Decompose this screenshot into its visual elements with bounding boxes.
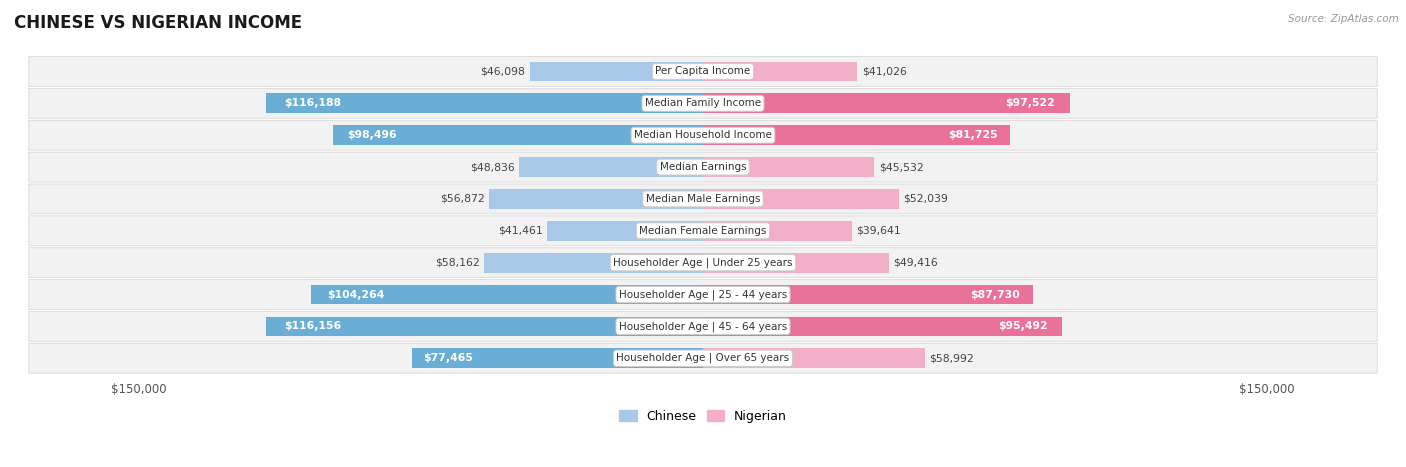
Bar (489, 189, 703, 209)
Bar (266, 317, 703, 336)
Text: Householder Age | 45 - 64 years: Householder Age | 45 - 64 years (619, 321, 787, 332)
Text: Per Capita Income: Per Capita Income (655, 66, 751, 77)
Bar (266, 93, 703, 113)
Text: Median Male Earnings: Median Male Earnings (645, 194, 761, 204)
Bar (703, 62, 858, 81)
FancyBboxPatch shape (28, 216, 1378, 246)
Bar (519, 157, 703, 177)
FancyBboxPatch shape (28, 311, 1378, 341)
Text: $39,641: $39,641 (856, 226, 901, 236)
Text: Median Family Income: Median Family Income (645, 99, 761, 108)
Text: $95,492: $95,492 (998, 321, 1047, 332)
FancyBboxPatch shape (28, 280, 1378, 310)
Bar (547, 221, 703, 241)
Text: $52,039: $52,039 (903, 194, 948, 204)
Text: $104,264: $104,264 (326, 290, 384, 299)
Text: $77,465: $77,465 (423, 353, 474, 363)
Text: Householder Age | Under 25 years: Householder Age | Under 25 years (613, 257, 793, 268)
Text: $41,026: $41,026 (862, 66, 907, 77)
Bar (703, 189, 898, 209)
Text: $81,725: $81,725 (948, 130, 998, 140)
Text: $56,872: $56,872 (440, 194, 485, 204)
Bar (530, 62, 703, 81)
FancyBboxPatch shape (28, 184, 1378, 214)
Bar (703, 285, 1033, 304)
Text: Source: ZipAtlas.com: Source: ZipAtlas.com (1288, 14, 1399, 24)
Text: $98,496: $98,496 (347, 130, 396, 140)
Text: Median Female Earnings: Median Female Earnings (640, 226, 766, 236)
Text: $48,836: $48,836 (470, 162, 515, 172)
FancyBboxPatch shape (28, 152, 1378, 182)
Bar (703, 317, 1062, 336)
FancyBboxPatch shape (28, 343, 1378, 373)
Text: $116,156: $116,156 (284, 321, 340, 332)
Bar (412, 348, 703, 368)
Text: CHINESE VS NIGERIAN INCOME: CHINESE VS NIGERIAN INCOME (14, 14, 302, 32)
Text: $41,461: $41,461 (498, 226, 543, 236)
Bar (703, 221, 852, 241)
Bar (703, 125, 1011, 145)
FancyBboxPatch shape (28, 120, 1378, 150)
Legend: Chinese, Nigerian: Chinese, Nigerian (619, 410, 787, 423)
Bar (311, 285, 703, 304)
Bar (703, 253, 889, 273)
Bar (703, 157, 875, 177)
Text: $49,416: $49,416 (893, 258, 938, 268)
Text: Householder Age | 25 - 44 years: Householder Age | 25 - 44 years (619, 289, 787, 300)
Text: $46,098: $46,098 (481, 66, 526, 77)
Text: $58,992: $58,992 (929, 353, 974, 363)
Text: Median Earnings: Median Earnings (659, 162, 747, 172)
FancyBboxPatch shape (28, 88, 1378, 118)
Bar (703, 93, 1070, 113)
Bar (484, 253, 703, 273)
FancyBboxPatch shape (28, 57, 1378, 86)
Text: $116,188: $116,188 (284, 99, 340, 108)
FancyBboxPatch shape (28, 248, 1378, 277)
Text: $45,532: $45,532 (879, 162, 924, 172)
Text: $97,522: $97,522 (1005, 99, 1054, 108)
Text: $58,162: $58,162 (434, 258, 479, 268)
Text: Householder Age | Over 65 years: Householder Age | Over 65 years (616, 353, 790, 363)
Text: Median Household Income: Median Household Income (634, 130, 772, 140)
Bar (703, 348, 925, 368)
Text: $87,730: $87,730 (970, 290, 1019, 299)
Bar (333, 125, 703, 145)
